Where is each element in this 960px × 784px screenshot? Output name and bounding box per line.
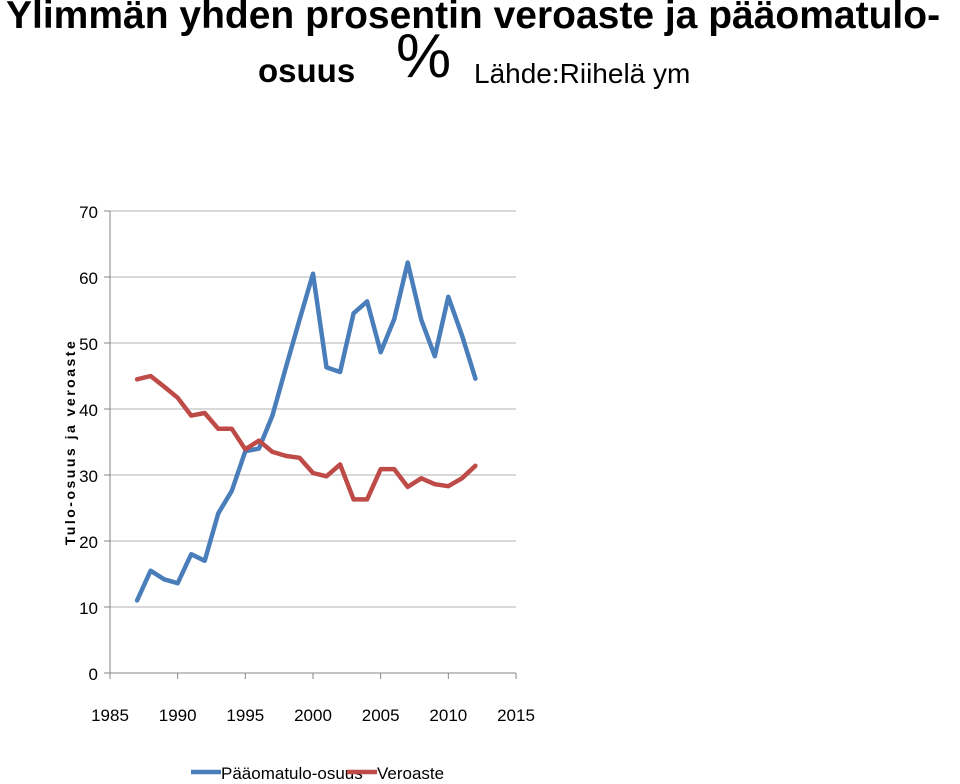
data-point-s2-1998 — [284, 454, 288, 458]
y-axis-title: Tulo-osuus ja veroaste — [62, 339, 78, 545]
data-point-s2-1988 — [149, 374, 153, 378]
x-tick-label-2005: 2005 — [362, 706, 400, 725]
x-tick-label-1985: 1985 — [91, 706, 129, 725]
y-tick-label-20: 20 — [79, 533, 98, 552]
series-line-2 — [134, 373, 478, 502]
data-point-s2-1992 — [203, 411, 207, 415]
data-point-s1-1988 — [149, 569, 153, 573]
data-point-s1-2000 — [311, 272, 315, 276]
chart-source-note: Lähde:Riihelä ym — [474, 58, 691, 89]
y-tick-label-40: 40 — [79, 401, 98, 420]
data-point-s1-1996 — [257, 447, 261, 451]
data-point-s1-1998 — [284, 365, 288, 369]
data-point-s1-2008 — [419, 318, 423, 322]
data-point-s1-2003 — [352, 311, 356, 315]
data-point-s1-2002 — [338, 370, 342, 374]
data-point-s2-1991 — [189, 414, 193, 418]
data-point-s1-2011 — [460, 333, 464, 337]
data-point-s2-1989 — [162, 385, 166, 389]
data-point-s1-1992 — [203, 559, 207, 563]
data-point-s1-2012 — [473, 377, 477, 381]
x-tick-label-1990: 1990 — [159, 706, 197, 725]
data-point-s1-1999 — [297, 318, 301, 322]
x-tick-label-2010: 2010 — [429, 706, 467, 725]
data-point-s1-1994 — [230, 489, 234, 493]
y-tick-label-30: 30 — [79, 467, 98, 486]
data-point-s2-1996 — [257, 439, 261, 443]
data-point-s1-2009 — [433, 354, 437, 358]
y-tick-label-60: 60 — [79, 269, 98, 288]
data-point-s2-2010 — [446, 484, 450, 488]
legend-label-1: Pääomatulo-osuus — [221, 764, 363, 783]
data-point-s2-2005 — [379, 467, 383, 471]
series-line-1 — [134, 260, 478, 603]
tick-labels: 0 10 20 30 40 50 60 70 1985 1990 1995 2000 2005 2010 2… — [79, 203, 535, 725]
legend: Pääomatulo-osuus Veroaste — [191, 764, 444, 783]
data-point-s2-1987 — [135, 377, 139, 381]
legend-label-2: Veroaste — [377, 764, 444, 783]
chart-title-percent-sign: % — [396, 22, 452, 91]
data-point-s2-1993 — [216, 427, 220, 431]
x-tick-label-2000: 2000 — [294, 706, 332, 725]
gridlines — [110, 210, 516, 608]
y-tick-label-0: 0 — [89, 665, 98, 684]
data-point-s1-1997 — [270, 414, 274, 418]
data-point-s2-2006 — [392, 467, 396, 471]
data-point-s1-2004 — [365, 299, 369, 303]
chart-title-line1: Ylimmän yhden prosentin veroaste ja pääo… — [6, 0, 941, 37]
data-point-s2-2007 — [406, 485, 410, 489]
data-point-s2-1994 — [230, 427, 234, 431]
data-point-s2-2001 — [325, 474, 329, 478]
data-point-s2-1997 — [270, 450, 274, 454]
data-point-s2-1990 — [176, 396, 180, 400]
data-point-s1-2010 — [446, 295, 450, 299]
data-point-s2-2011 — [460, 476, 464, 480]
data-point-s1-2001 — [325, 365, 329, 369]
series-lines — [134, 260, 478, 603]
data-point-s1-2005 — [379, 350, 383, 354]
data-point-s2-1995 — [243, 447, 247, 451]
data-point-s1-1991 — [189, 552, 193, 556]
data-point-s2-2009 — [433, 482, 437, 486]
data-point-s1-1993 — [216, 511, 220, 515]
data-point-s1-2007 — [406, 260, 410, 264]
data-point-s2-2012 — [473, 464, 477, 468]
y-tick-label-70: 70 — [79, 203, 98, 222]
data-point-s2-1999 — [297, 456, 301, 460]
data-point-s2-2003 — [352, 497, 356, 501]
data-point-s1-2006 — [392, 317, 396, 321]
data-point-s1-1987 — [135, 598, 139, 602]
x-tick-label-2015: 2015 — [497, 706, 535, 725]
data-point-s2-2008 — [419, 476, 423, 480]
chart-title-line2: osuus — [258, 52, 356, 89]
axes — [104, 210, 517, 679]
y-tick-label-10: 10 — [79, 599, 98, 618]
data-point-s2-2004 — [365, 497, 369, 501]
data-point-s2-2002 — [338, 462, 342, 466]
y-tick-label-50: 50 — [79, 335, 98, 354]
data-point-s1-1990 — [176, 581, 180, 585]
data-point-s2-2000 — [311, 471, 315, 475]
data-point-s1-1989 — [162, 577, 166, 581]
x-tick-label-1995: 1995 — [226, 706, 264, 725]
